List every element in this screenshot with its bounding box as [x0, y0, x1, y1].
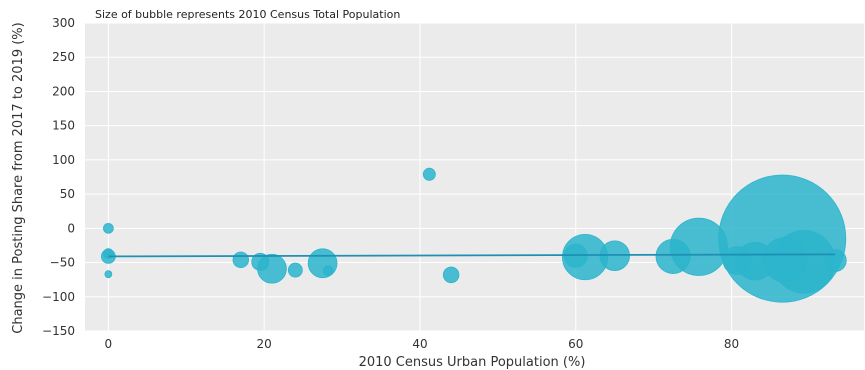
y-tick-label: 50	[60, 187, 75, 201]
y-tick-label: 200	[52, 84, 75, 98]
bubble-point	[442, 266, 460, 284]
y-tick-label: −100	[42, 290, 75, 304]
bubble-point	[251, 252, 270, 271]
trendline-layer	[108, 253, 836, 258]
y-tick-label: −50	[50, 256, 75, 270]
x-axis-title: 2010 Census Urban Population (%)	[359, 355, 586, 370]
x-tick-label: 0	[105, 337, 113, 351]
bubble-point	[287, 262, 303, 278]
chart-subtitle: Size of bubble represents 2010 Census To…	[95, 8, 400, 21]
y-tick-label: 300	[52, 16, 75, 30]
x-tick-label: 80	[724, 337, 739, 351]
bubble-point	[322, 265, 334, 277]
bubble-point	[103, 222, 114, 234]
y-tick-label: −150	[42, 324, 75, 338]
x-tick-labels: 0 20 40 60 80	[105, 337, 740, 351]
bubble-point	[655, 238, 691, 274]
x-tick-label: 20	[257, 337, 272, 351]
grid-lines	[85, 22, 864, 332]
y-axis-title: Change in Posting Share from 2017 to 201…	[11, 22, 26, 333]
bubble-point	[422, 167, 436, 181]
bubble-layer	[100, 167, 847, 303]
trendline	[108, 253, 836, 258]
bubble-point	[232, 251, 250, 269]
y-tick-labels: −150 −100 −50 0 50 100 150 200 250 300	[42, 16, 75, 338]
bubble-point	[823, 249, 847, 272]
x-tick-label: 60	[568, 337, 583, 351]
y-tick-label: 0	[67, 221, 75, 235]
y-tick-label: 150	[52, 119, 75, 133]
y-tick-label: 100	[52, 153, 75, 167]
y-tick-label: 250	[52, 50, 75, 64]
bubble-point	[104, 270, 113, 279]
x-tick-label: 40	[412, 337, 427, 351]
bubble-point	[722, 246, 752, 275]
